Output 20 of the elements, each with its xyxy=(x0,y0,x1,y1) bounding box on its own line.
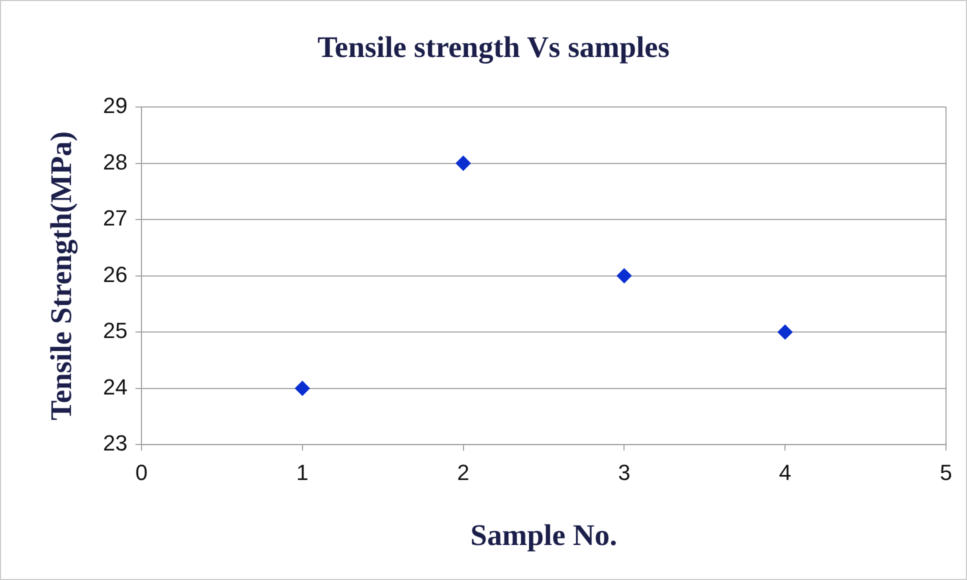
y-tick-label: 25 xyxy=(102,318,128,344)
y-tick-label: 23 xyxy=(102,430,128,456)
y-tick-label: 24 xyxy=(102,374,128,400)
point xyxy=(294,380,310,396)
chart-title: Tensile strength Vs samples xyxy=(317,30,670,64)
x-tick-label: 5 xyxy=(940,460,952,485)
y-axis-title: Tensile Strength(MPa) xyxy=(44,131,78,420)
point xyxy=(456,156,471,171)
x-tick-label: 2 xyxy=(457,460,470,485)
y-tick-label: 28 xyxy=(102,149,128,174)
x-tick-label: 0 xyxy=(135,460,148,485)
x-axis-title: Sample No. xyxy=(470,518,618,552)
x-tick-label: 4 xyxy=(778,460,792,485)
x-tick-label: 3 xyxy=(618,460,630,485)
point xyxy=(778,324,793,340)
x-tick-label: 1 xyxy=(296,460,308,485)
y-tick-label: 26 xyxy=(102,262,128,287)
y-tick-label: 27 xyxy=(102,206,128,231)
point xyxy=(616,268,632,284)
y-tick-label: 29 xyxy=(102,93,128,118)
